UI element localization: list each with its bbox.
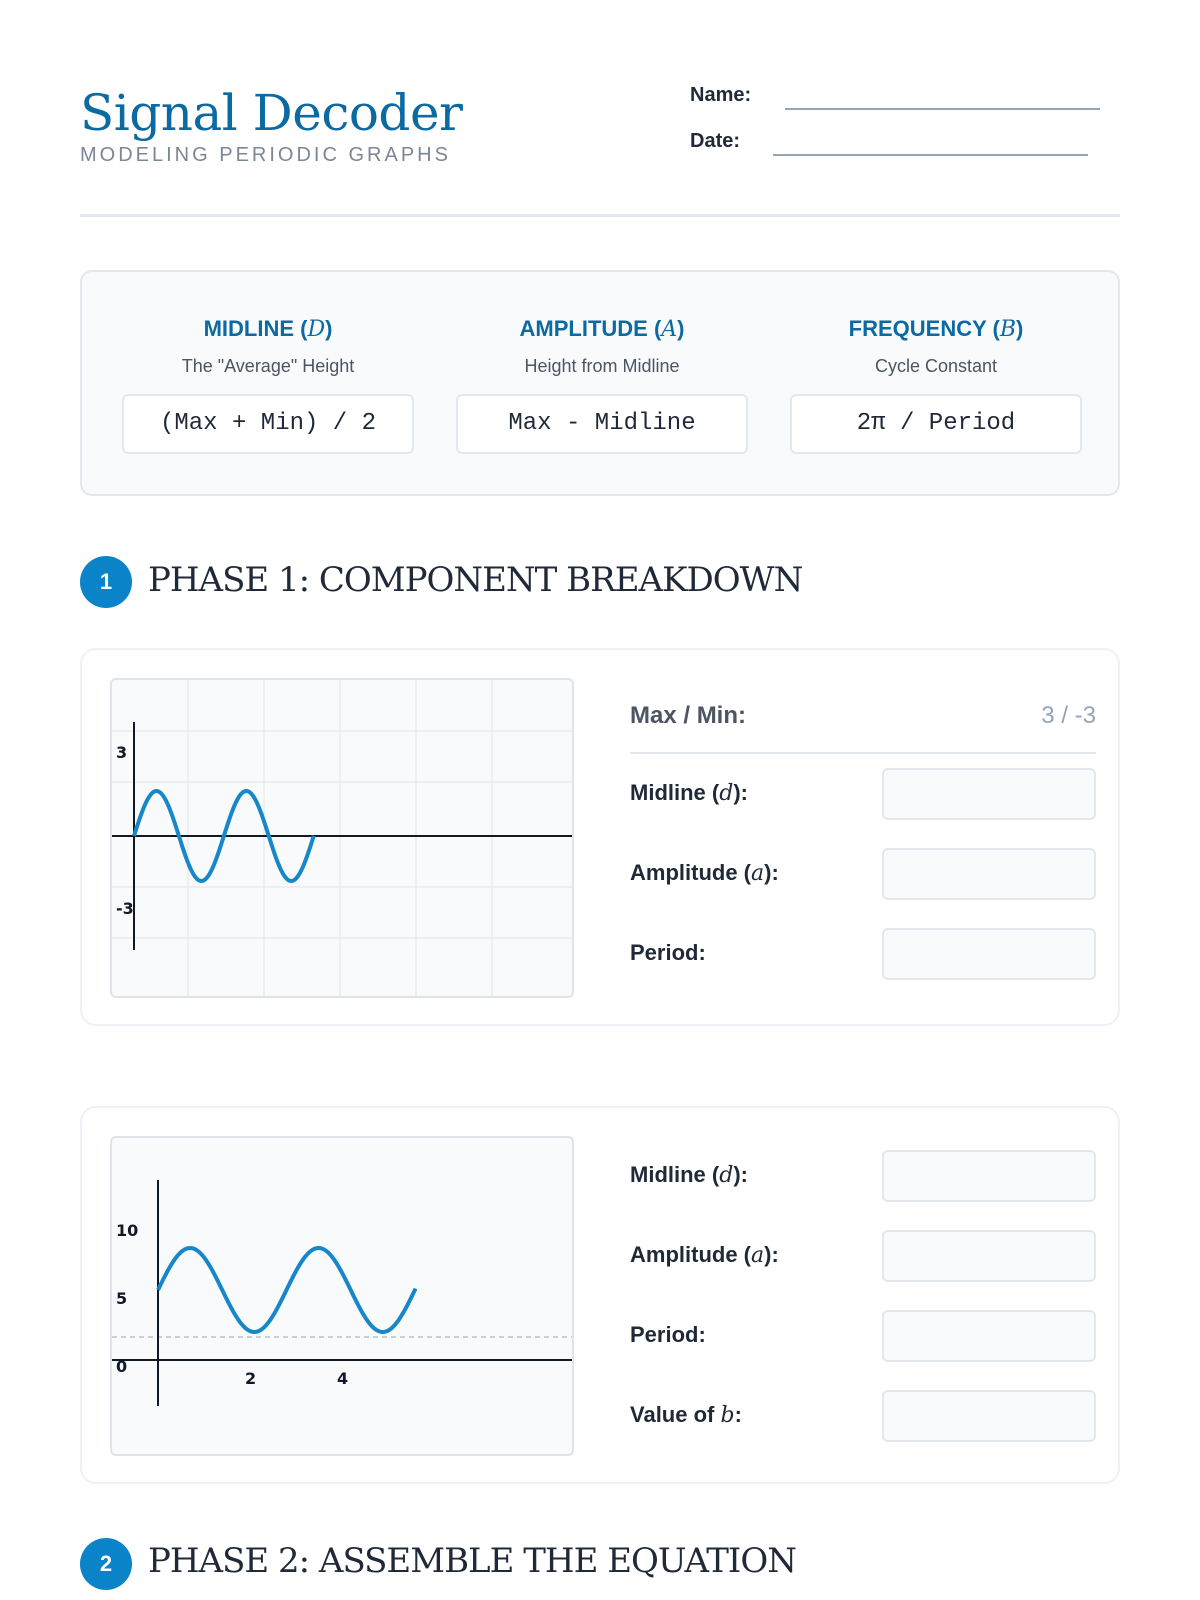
max-min-value: 3 / -3: [1041, 702, 1096, 729]
ref-description: The "Average" Height: [181, 356, 355, 376]
max-min-row: Max / Min: 3 / -3: [630, 702, 1096, 754]
b-value-input[interactable]: [882, 1390, 1096, 1442]
ref-formula: (Max + Min) / 2: [122, 394, 414, 454]
worksheet-header: Signal Decoder MODELING PERIODIC GRAPHS …: [80, 84, 1120, 224]
header-divider: [80, 214, 1120, 217]
midline-input[interactable]: [882, 1150, 1096, 1202]
y-tick-label: 3: [116, 743, 127, 762]
ref-title: FREQUENCY (: [848, 316, 1000, 341]
worksheet-subtitle: MODELING PERIODIC GRAPHS: [80, 144, 451, 166]
ref-description: Height from Midline: [524, 356, 680, 376]
date-label: Date:: [690, 130, 741, 152]
period-input[interactable]: [882, 928, 1096, 980]
y-tick-label: 0: [116, 1357, 127, 1376]
max-min-label: Max / Min:: [630, 702, 747, 729]
graph-1: 3 -3: [110, 678, 574, 998]
worksheet-title: Signal Decoder: [80, 84, 463, 142]
y-tick-label: 5: [116, 1289, 127, 1308]
sine-curve: [156, 1245, 418, 1335]
amplitude-input[interactable]: [882, 848, 1096, 900]
formula-reference-panel: MIDLINE (D) The "Average" Height (Max + …: [80, 270, 1120, 496]
midline-label: Midline (d):: [630, 780, 748, 806]
problem-card-1: 3 -3 Max / Min: 3 / -3 Midline (d): Ampli…: [80, 648, 1120, 1026]
ref-title: MIDLINE (: [203, 316, 308, 341]
y-tick-label: 10: [116, 1221, 138, 1240]
frequency-reference: FREQUENCY (B) Cycle Constant 2π / Period: [790, 272, 1082, 498]
phase-1-title: PHASE 1: COMPONENT BREAKDOWN: [148, 560, 803, 600]
graph-2-svg: 10 5 0 2 4: [112, 1180, 572, 1406]
ref-variable: D: [307, 317, 326, 342]
y-tick-label: -3: [116, 899, 134, 918]
name-field[interactable]: [785, 108, 1100, 110]
x-tick-label: 4: [337, 1369, 348, 1388]
phase-2-badge: 2: [80, 1538, 132, 1590]
period-input[interactable]: [882, 1310, 1096, 1362]
name-label: Name:: [690, 84, 752, 106]
phase-1-badge: 1: [80, 556, 132, 608]
phase-2-title: PHASE 2: ASSEMBLE THE EQUATION: [148, 1541, 797, 1581]
ref-description: Cycle Constant: [874, 356, 998, 376]
midline-label: Midline (d):: [630, 1162, 748, 1188]
graph-2: 10 5 0 2 4: [110, 1136, 574, 1456]
ref-variable: B: [999, 317, 1016, 342]
period-label: Period:: [630, 940, 706, 965]
problem-card-2: 10 5 0 2 4 Midline (d): Amplitude (a): Perio…: [80, 1106, 1120, 1484]
ref-title: AMPLITUDE (: [519, 316, 662, 341]
amplitude-label: Amplitude (a):: [630, 1242, 779, 1268]
graph-1-svg: 3 -3: [112, 680, 572, 996]
ref-formula: 2π / Period: [790, 394, 1082, 454]
midline-input[interactable]: [882, 768, 1096, 820]
date-field[interactable]: [773, 154, 1088, 156]
amplitude-label: Amplitude (a):: [630, 860, 779, 886]
x-tick-label: 2: [245, 1369, 256, 1388]
ref-variable: A: [661, 317, 678, 342]
amplitude-reference: AMPLITUDE (A) Height from Midline Max - …: [456, 272, 748, 498]
b-value-label: Value of b:: [630, 1402, 742, 1428]
midline-reference: MIDLINE (D) The "Average" Height (Max + …: [122, 272, 414, 498]
period-label: Period:: [630, 1322, 706, 1347]
amplitude-input[interactable]: [882, 1230, 1096, 1282]
ref-formula: Max - Midline: [456, 394, 748, 454]
sine-curve: [132, 788, 316, 884]
